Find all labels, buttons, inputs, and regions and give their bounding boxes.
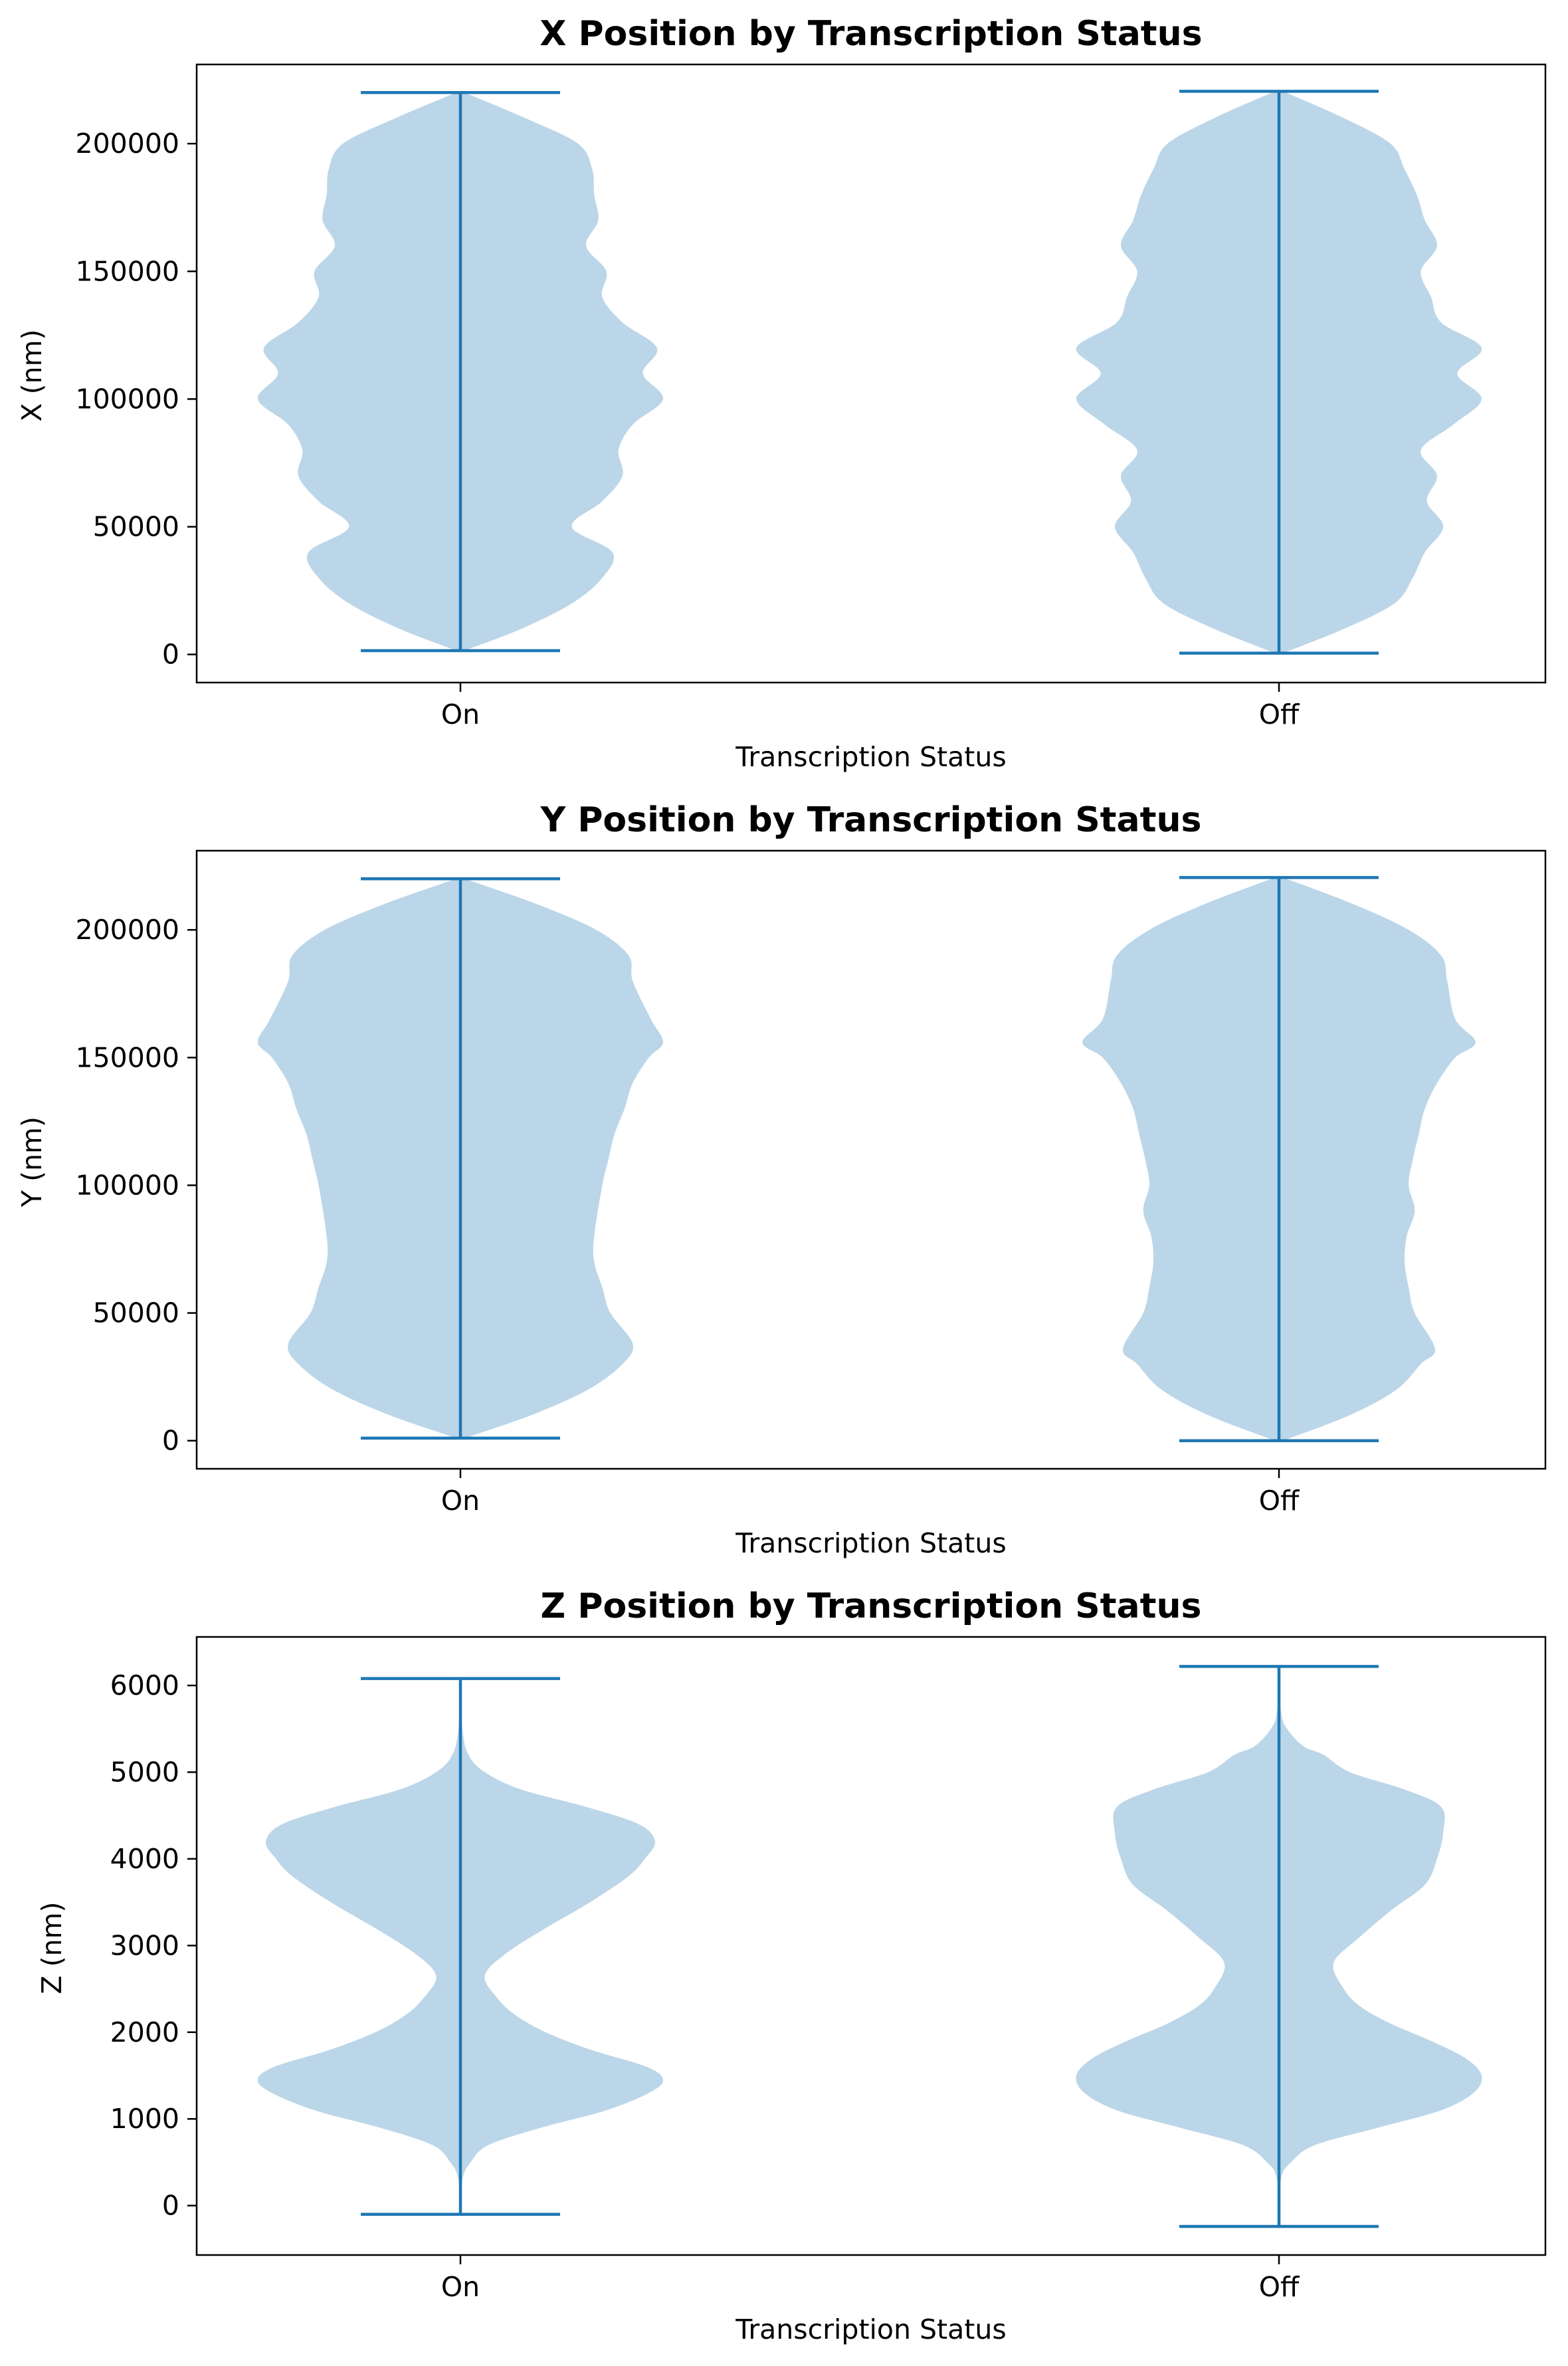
ticks-layer: 0 1000 2000 3000 4000 5000 6000 On Off [110, 1669, 1300, 2303]
y-axis-label: Z (nm) [36, 1901, 68, 1994]
violins-layer [257, 876, 1476, 1442]
x-axis-label: Transcription Status [735, 1527, 1006, 1559]
y-tick-label: 3000 [110, 1929, 179, 1961]
y-tick-label: 0 [162, 639, 179, 671]
y-tick-label: 50000 [93, 1297, 179, 1329]
y-tick-label: 6000 [110, 1669, 179, 1701]
y-tick-label: 5000 [110, 1756, 179, 1788]
y-tick-label: 50000 [93, 511, 179, 543]
y-tick-label: 1000 [110, 2103, 179, 2135]
y-tick-label: 0 [162, 2190, 179, 2222]
panel-y-position: Y Position by Transcription Status Trans… [16, 800, 1547, 1559]
x-axis-label: Transcription Status [735, 2313, 1006, 2345]
x-tick-label-on: On [441, 699, 480, 730]
ticks-layer: 0 50000 100000 150000 200000 On Off [75, 128, 1300, 730]
x-tick-label-on: On [441, 2271, 480, 2303]
ticks-layer: 0 50000 100000 150000 200000 On Off [75, 914, 1300, 1517]
y-tick-label: 200000 [75, 914, 179, 946]
y-tick-label: 200000 [75, 128, 179, 160]
panel-x-position: X Position by Transcription Status Trans… [16, 14, 1547, 773]
y-tick-label: 150000 [75, 1041, 179, 1073]
chart-title: X Position by Transcription Status [539, 14, 1202, 54]
plot-frame [195, 63, 1547, 684]
x-tick-label-off: Off [1259, 2271, 1300, 2303]
y-tick-label: 0 [162, 1425, 179, 1457]
violins-layer [257, 1665, 1482, 2228]
panel-z-position: Z Position by Transcription Status Trans… [36, 1586, 1547, 2345]
y-axis-label: Y (nm) [16, 1117, 48, 1208]
y-tick-label: 4000 [110, 1843, 179, 1875]
x-tick-label-off: Off [1259, 699, 1300, 730]
x-axis-label: Transcription Status [735, 741, 1006, 773]
plot-frame [195, 849, 1547, 1470]
chart-title: Y Position by Transcription Status [540, 800, 1202, 840]
violins-layer [257, 90, 1482, 655]
x-tick-label-on: On [441, 1485, 480, 1517]
x-tick-label-off: Off [1259, 1485, 1300, 1517]
chart-title: Z Position by Transcription Status [541, 1586, 1202, 1626]
y-tick-label: 2000 [110, 2016, 179, 2048]
y-axis-label: X (nm) [16, 329, 48, 421]
y-tick-label: 150000 [75, 255, 179, 287]
y-tick-label: 100000 [75, 383, 179, 415]
y-tick-label: 100000 [75, 1169, 179, 1201]
